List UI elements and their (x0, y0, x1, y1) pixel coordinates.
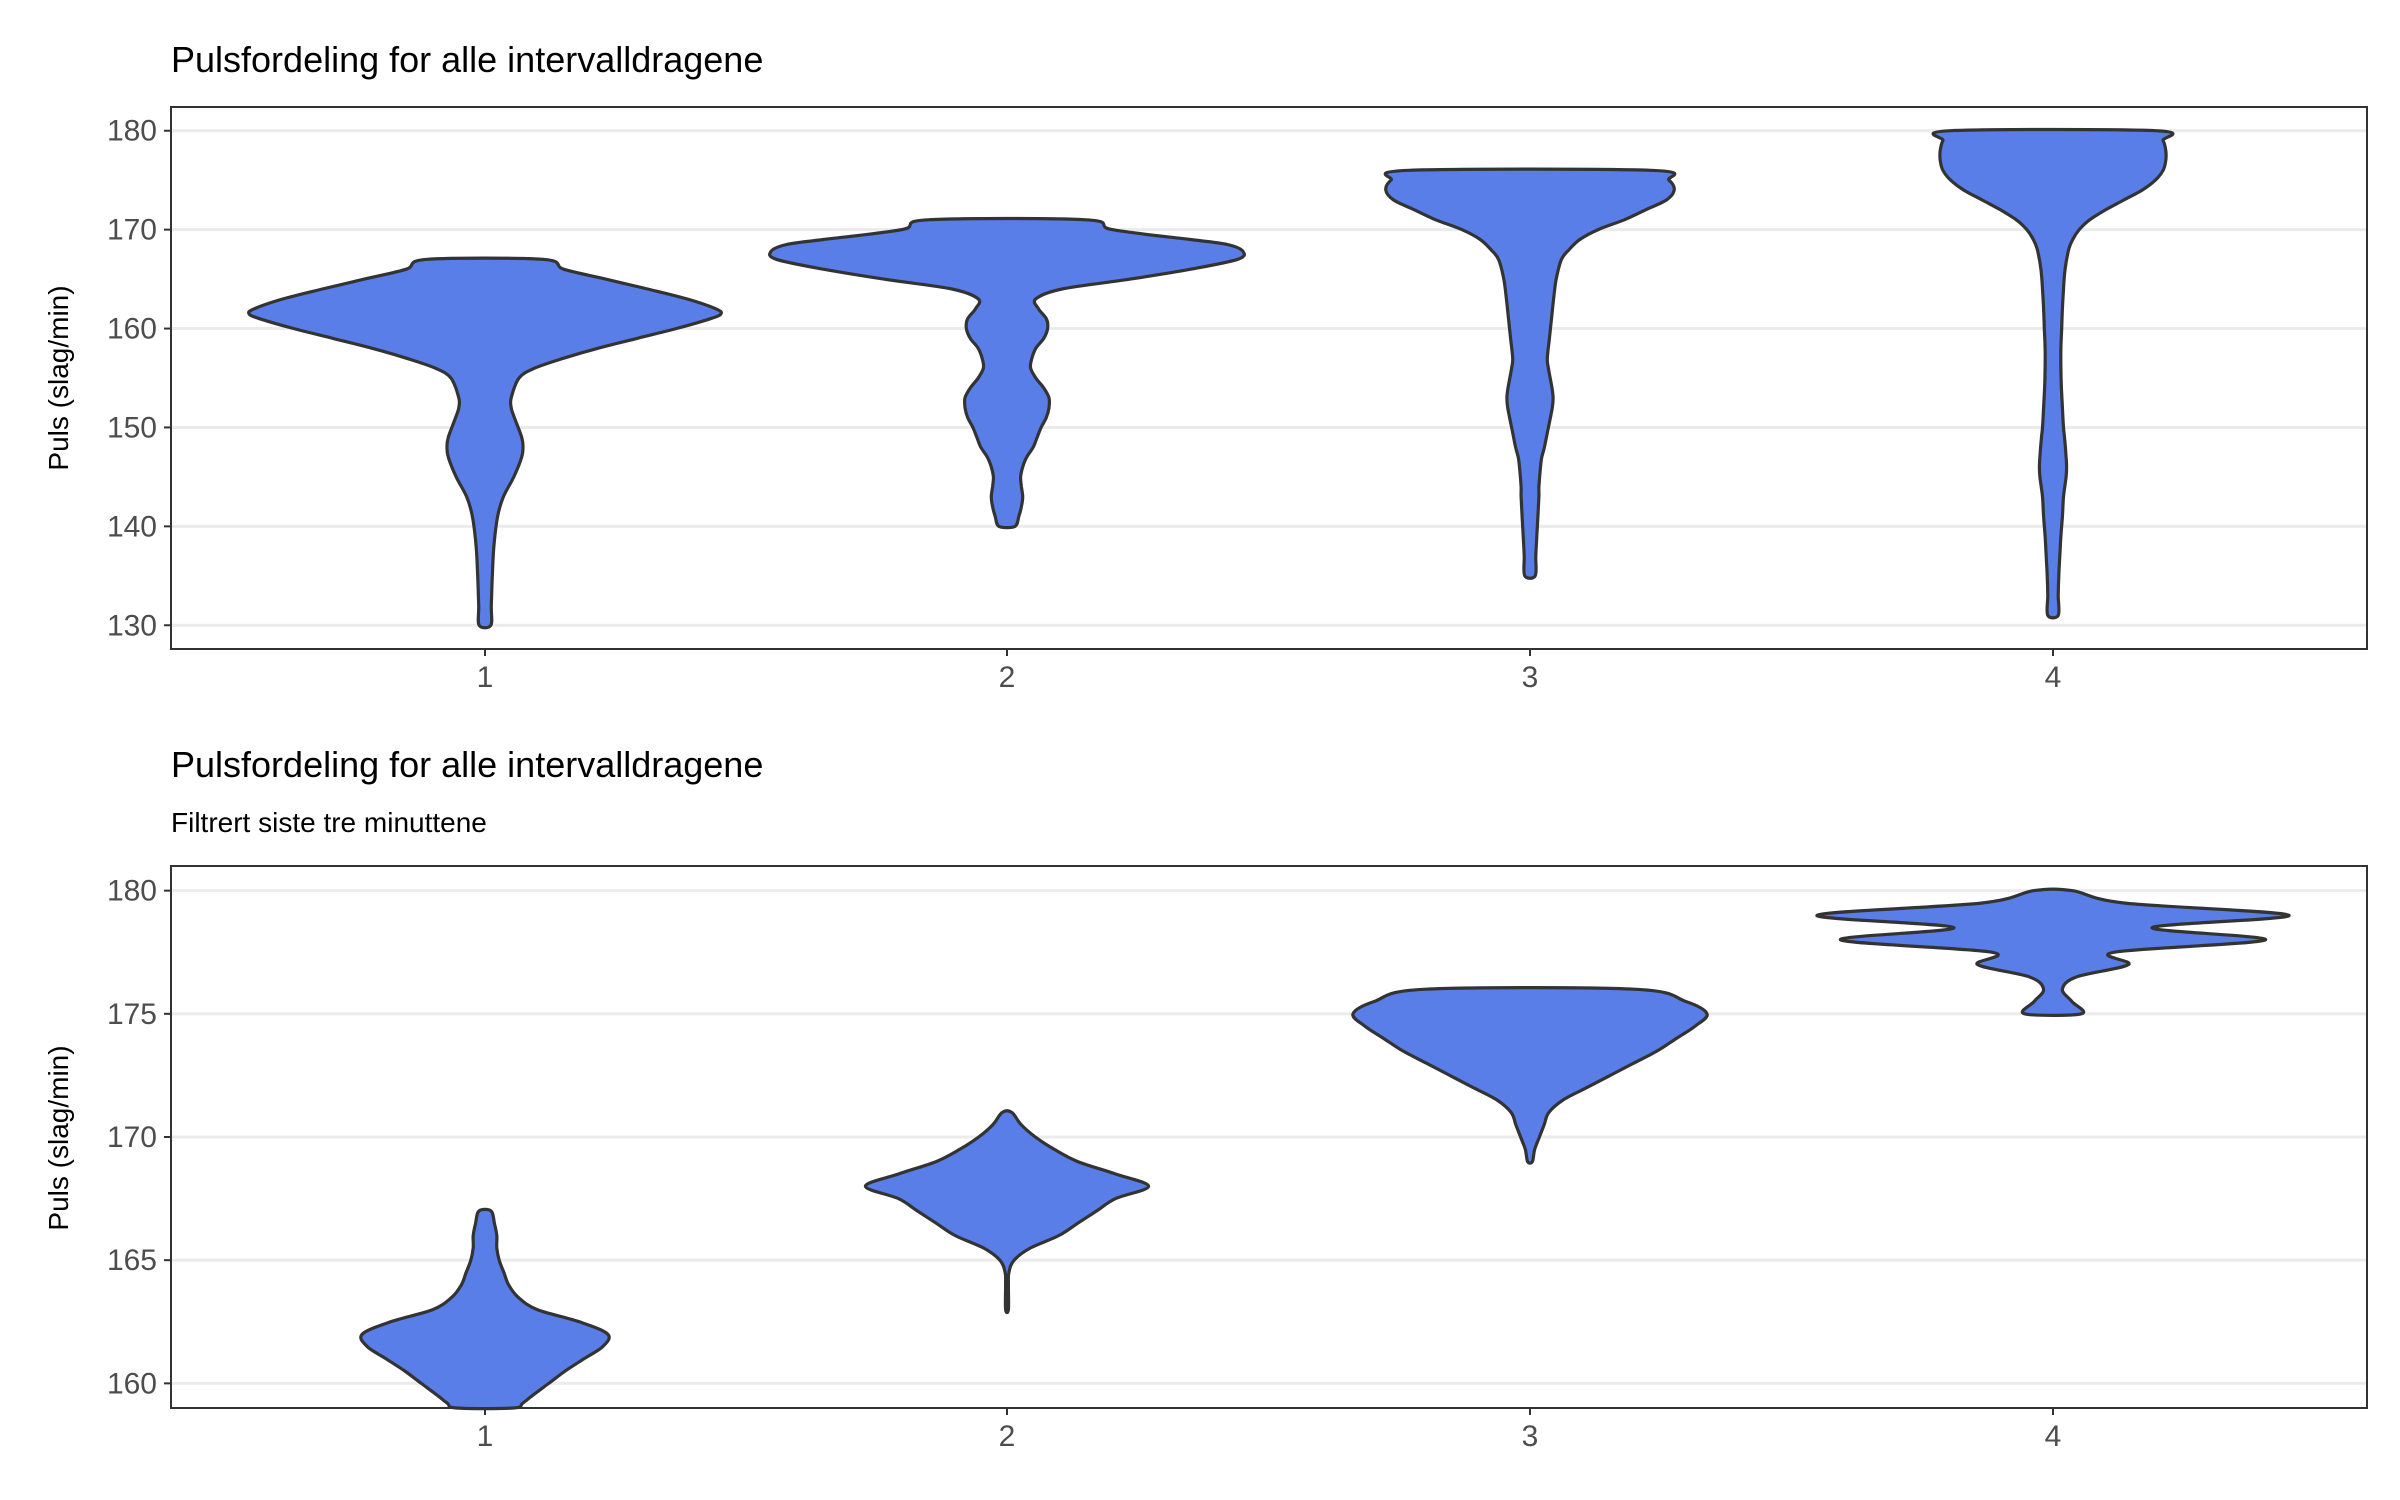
y-tick-label: 160 (107, 313, 157, 346)
y-tick-label: 175 (107, 998, 157, 1031)
x-tick-label: 3 (1522, 661, 1539, 694)
x-tick-label: 2 (999, 1420, 1016, 1453)
y-tick-label: 170 (107, 1121, 157, 1154)
panel-bottom-plot: 160 165 170 175 180 1 2 3 4 (107, 865, 2368, 1453)
violin-3 (1351, 986, 1709, 1165)
panel-bottom: Pulsfordeling for alle intervalldragene … (43, 744, 2368, 1453)
x-tick-label: 1 (477, 1420, 494, 1453)
x-tick-label: 4 (2045, 661, 2062, 694)
y-tick-label: 140 (107, 510, 157, 543)
y-tick-label: 180 (107, 875, 157, 908)
panel-top-title: Pulsfordeling for alle intervalldragene (171, 39, 763, 80)
y-tick-label: 150 (107, 411, 157, 444)
panel-top-y-axis-label: Puls (slag/min) (43, 285, 74, 470)
violin-4 (1815, 887, 2291, 1017)
violin-4 (1931, 127, 2175, 620)
y-tick-label: 130 (107, 609, 157, 642)
x-tick-label: 3 (1522, 1420, 1539, 1453)
panel-top-plot: 130 140 150 160 170 180 1 2 3 4 (107, 106, 2368, 694)
panel-bottom-subtitle: Filtrert siste tre minuttene (171, 807, 487, 838)
violin-1 (359, 1207, 611, 1411)
panel-top: Pulsfordeling for alle intervalldragene … (43, 39, 2368, 694)
x-tick-label: 4 (2045, 1420, 2062, 1453)
x-tick-label: 1 (477, 661, 494, 694)
panel-bottom-title: Pulsfordeling for alle intervalldragene (171, 744, 763, 785)
panel-bottom-y-axis-label: Puls (slag/min) (43, 1045, 74, 1230)
violin-1 (247, 256, 723, 630)
y-tick-label: 165 (107, 1244, 157, 1277)
violin-2 (768, 216, 1246, 530)
y-tick-label: 180 (107, 115, 157, 148)
x-tick-label: 2 (999, 661, 1016, 694)
y-tick-label: 160 (107, 1367, 157, 1400)
violin-3 (1383, 167, 1677, 580)
plot-frame (170, 106, 2368, 650)
violin-2 (863, 1109, 1151, 1315)
y-tick-label: 170 (107, 214, 157, 247)
